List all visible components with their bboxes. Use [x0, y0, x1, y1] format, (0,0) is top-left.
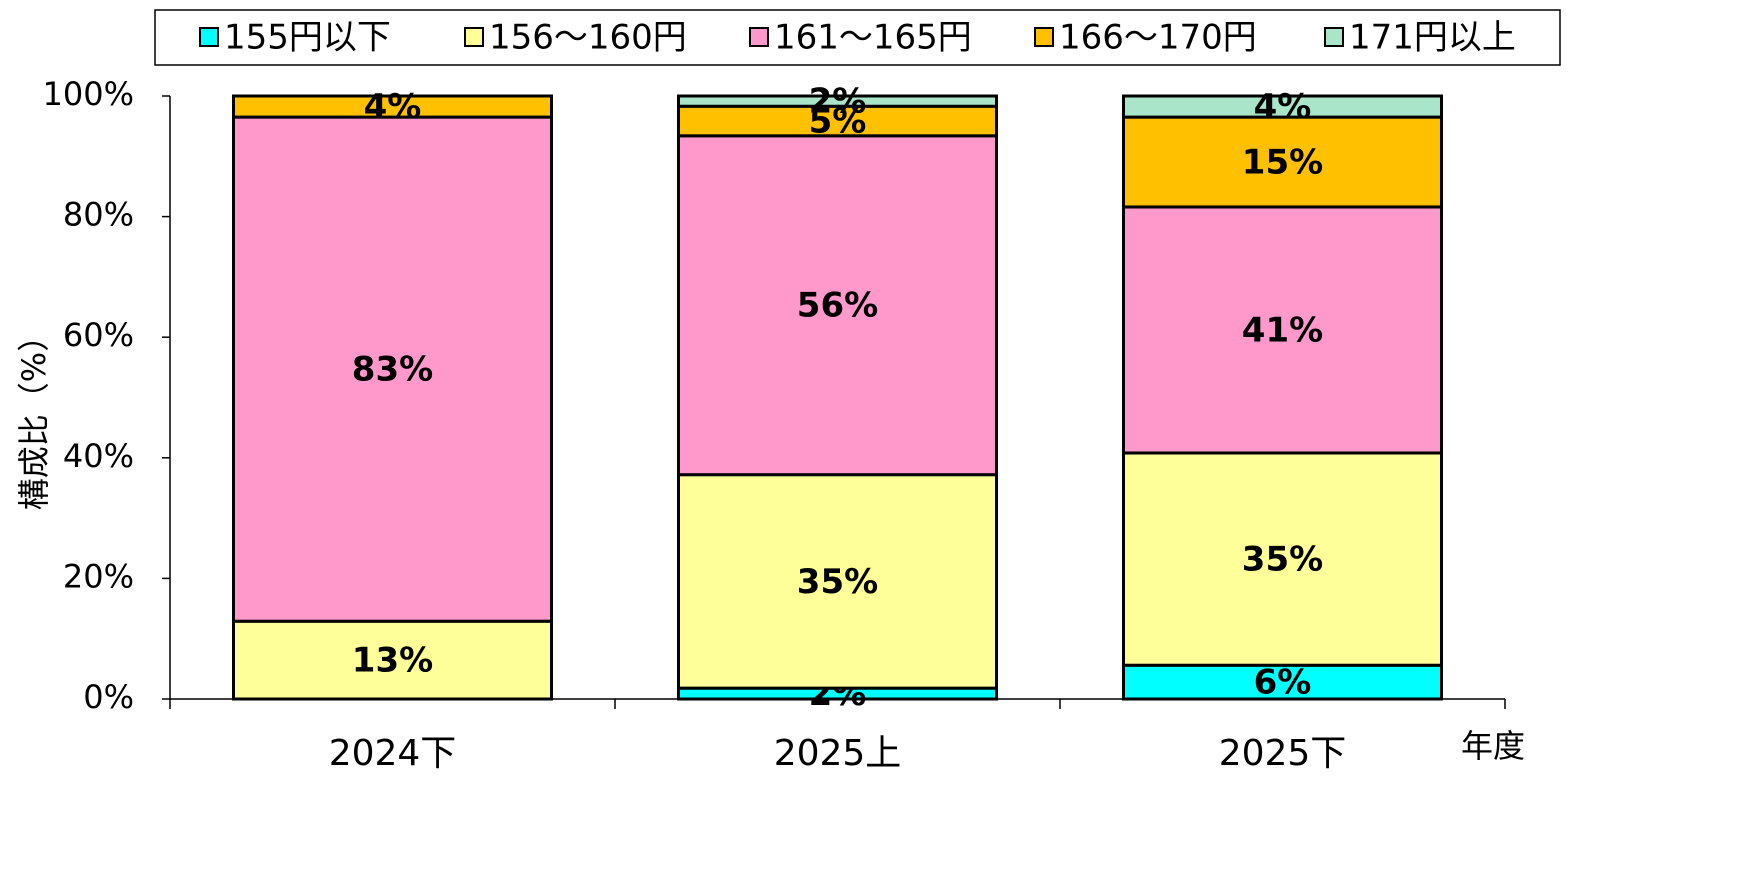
y-tick-label: 40% [63, 437, 134, 475]
legend-label: 155円以下 [224, 18, 391, 58]
bar-segment [232, 94, 553, 119]
legend-swatch [199, 27, 219, 47]
legend-swatch [1034, 27, 1054, 47]
data-label: 41% [1242, 310, 1323, 350]
data-label: 15% [1242, 143, 1323, 183]
bar-segment [677, 134, 998, 477]
legend-swatch [749, 27, 769, 47]
x-tick-label: 2025下 [1219, 733, 1347, 774]
y-tick-label: 60% [63, 316, 134, 354]
data-label: 4% [1254, 87, 1312, 127]
data-label: 4% [364, 87, 422, 127]
data-label: 35% [1242, 540, 1323, 580]
legend-label: 161～165円 [774, 18, 972, 58]
legend-label: 166～170円 [1059, 18, 1257, 58]
data-label: 5% [809, 102, 867, 142]
bar-segment [1122, 451, 1443, 667]
x-tick-label: 2024下 [329, 733, 457, 774]
x-axis-label: 年度 [1461, 727, 1525, 765]
y-tick-label: 100% [43, 75, 134, 113]
data-label: 83% [352, 350, 433, 390]
legend-label: 171円以上 [1349, 18, 1516, 58]
bar-segment [677, 94, 998, 108]
data-label: 56% [797, 286, 878, 326]
y-tick-label: 20% [63, 557, 134, 595]
bar-segment [1122, 115, 1443, 209]
legend-label: 156～160円 [489, 18, 687, 58]
legend-swatch [1324, 27, 1344, 47]
y-axis-label: 構成比（%） [15, 320, 53, 510]
data-label: 2% [809, 82, 867, 122]
y-tick-label: 0% [83, 678, 134, 716]
legend-swatch [464, 27, 484, 47]
data-label: 35% [797, 562, 878, 602]
x-tick-label: 2025上 [774, 733, 902, 774]
bar-segment [1122, 94, 1443, 119]
bar-segment [1122, 663, 1443, 701]
data-label: 13% [352, 641, 433, 681]
y-tick-label: 80% [63, 196, 134, 234]
bar-segment [1122, 205, 1443, 455]
data-label: 6% [1254, 663, 1312, 703]
